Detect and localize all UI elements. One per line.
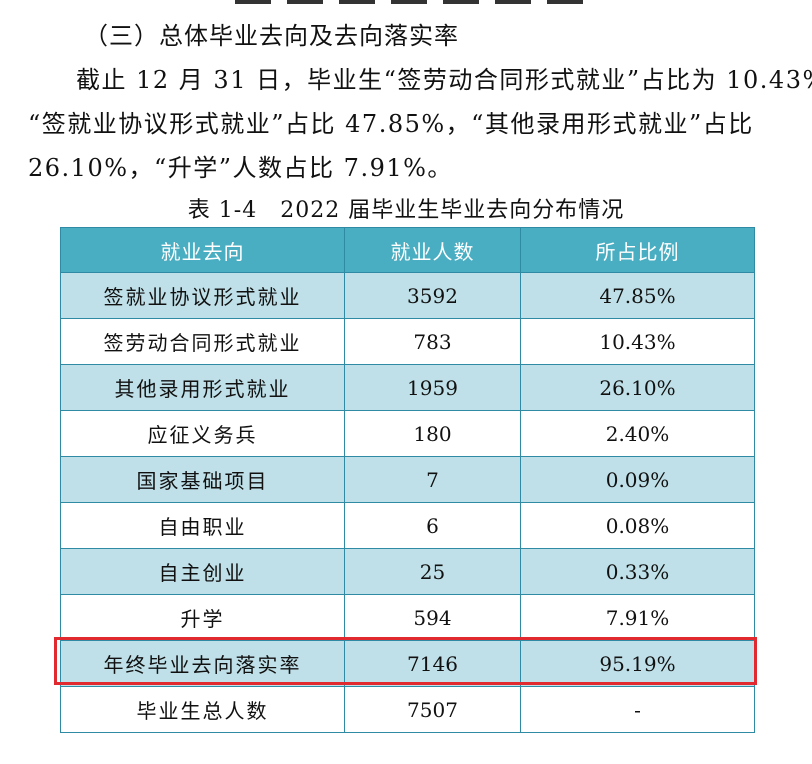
cell-count: 25 <box>344 548 521 595</box>
cell-count: 594 <box>344 594 521 641</box>
cell-percentage: 0.09% <box>520 456 755 503</box>
table-row: 其他录用形式就业 1959 26.10% <box>60 364 755 411</box>
cell-percentage: 7.91% <box>520 594 755 641</box>
cell-count: 7146 <box>344 640 521 687</box>
cell-destination: 毕业生总人数 <box>60 686 345 733</box>
table-row: 签劳动合同形式就业 783 10.43% <box>60 318 755 365</box>
cell-count: 7507 <box>344 686 521 733</box>
cell-destination: 年终毕业去向落实率 <box>60 640 345 687</box>
paragraph-line: 26.10%，“升学”人数占比 7.91%。 <box>28 154 453 182</box>
cell-count: 6 <box>344 502 521 549</box>
cell-count: 3592 <box>344 272 521 319</box>
cell-percentage: 47.85% <box>520 272 755 319</box>
cell-percentage: 2.40% <box>520 410 755 457</box>
cell-percentage: 0.33% <box>520 548 755 595</box>
cell-percentage: 26.10% <box>520 364 755 411</box>
table-caption: 表 1-4 2022 届毕业生毕业去向分布情况 <box>187 198 625 223</box>
cell-count: 1959 <box>344 364 521 411</box>
table-row-highlighted: 年终毕业去向落实率 7146 95.19% <box>60 640 755 687</box>
cell-count: 7 <box>344 456 521 503</box>
header-percentage: 所占比例 <box>520 227 755 273</box>
header-destination: 就业去向 <box>60 227 345 273</box>
cell-percentage: - <box>520 686 755 733</box>
summary-paragraph: 截止 12 月 31 日，毕业生“签劳动合同形式就业”占比为 10.43%， “… <box>28 58 812 190</box>
cell-destination: 签劳动合同形式就业 <box>60 318 345 365</box>
table-row: 毕业生总人数 7507 - <box>60 686 755 733</box>
cell-destination: 国家基础项目 <box>60 456 345 503</box>
cell-percentage: 10.43% <box>520 318 755 365</box>
paragraph-line: “签就业协议形式就业”占比 47.85%，“其他录用形式就业”占比 <box>28 110 754 138</box>
cropped-top-text <box>235 0 595 4</box>
cell-count: 783 <box>344 318 521 365</box>
table-row: 应征义务兵 180 2.40% <box>60 410 755 457</box>
cell-destination: 应征义务兵 <box>60 410 345 457</box>
table-header-row: 就业去向 就业人数 所占比例 <box>60 227 755 273</box>
cell-destination: 自主创业 <box>60 548 345 595</box>
cell-destination: 自由职业 <box>60 502 345 549</box>
paragraph-line: 截止 12 月 31 日，毕业生“签劳动合同形式就业”占比为 10.43%， <box>76 66 812 94</box>
table-row: 国家基础项目 7 0.09% <box>60 456 755 503</box>
cell-percentage: 95.19% <box>520 640 755 687</box>
header-count: 就业人数 <box>344 227 521 273</box>
cell-destination: 升学 <box>60 594 345 641</box>
cell-count: 180 <box>344 410 521 457</box>
table-row: 升学 594 7.91% <box>60 594 755 641</box>
cell-destination: 其他录用形式就业 <box>60 364 345 411</box>
cell-percentage: 0.08% <box>520 502 755 549</box>
table-row: 自由职业 6 0.08% <box>60 502 755 549</box>
cell-destination: 签就业协议形式就业 <box>60 272 345 319</box>
table-row: 自主创业 25 0.33% <box>60 548 755 595</box>
section-heading: （三）总体毕业去向及去向落实率 <box>84 22 459 50</box>
table-row: 签就业协议形式就业 3592 47.85% <box>60 272 755 319</box>
destination-table: 就业去向 就业人数 所占比例 签就业协议形式就业 3592 47.85% 签劳动… <box>60 227 755 733</box>
